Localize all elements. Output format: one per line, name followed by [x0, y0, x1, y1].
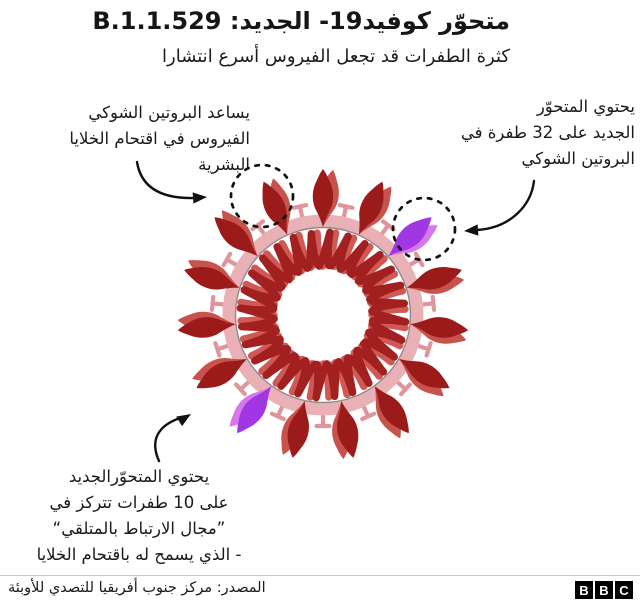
bbc-logo-block: C — [615, 581, 633, 599]
page-title: متحوّر كوفيد19- الجديد: B.1.1.529 — [92, 7, 510, 35]
spike-protein — [177, 311, 236, 338]
spike-protein — [406, 267, 465, 294]
bbc-logo-block: B — [595, 581, 613, 599]
bbc-logo-block: B — [575, 581, 593, 599]
spike-protein — [312, 169, 339, 227]
annotation-line: الفيروس في اقتحام الخلايا — [69, 129, 250, 148]
annotation-receptor-binding-mutations: يحتوي المتحوّرالجديد على 10 طفرات تتركز … — [8, 464, 270, 568]
spike-protein — [192, 358, 247, 389]
spike-protein — [358, 181, 392, 235]
annotation-line: الجديد على 32 طفرة في — [460, 123, 635, 142]
annotation-line: البروتين الشوكي — [521, 149, 635, 168]
source-credit: المصدر: مركز جنوب أفريقيا للتصدي للأوبئة — [8, 580, 266, 596]
annotation-line: يحتوي المتحوّرالجديد — [68, 467, 210, 486]
spike-protein — [262, 178, 291, 235]
spike-protein — [399, 359, 450, 397]
spike-protein — [184, 260, 240, 290]
spike-protein — [214, 210, 258, 257]
footer-divider — [0, 575, 640, 576]
bbc-logo: B B C — [575, 581, 633, 599]
annotation-line: - الذي يسمح له باقتحام الخلايا — [36, 545, 242, 564]
annotation-spike-mutations: يحتوي المتحوّر الجديد على 32 طفرة في الب… — [435, 94, 635, 172]
annotation-line: ”مجال الارتباط بالمتلقي“ — [52, 519, 226, 538]
annotation-spike-protein: يساعد البروتين الشوكي الفيروس في اقتحام … — [0, 100, 250, 178]
page-subtitle: كثرة الطفرات قد تجعل الفيروس أسرع انتشار… — [162, 46, 510, 67]
spike-protein — [281, 401, 309, 458]
annotation-line: البشرية — [198, 155, 250, 174]
annotation-line: يحتوي المتحوّر — [536, 97, 635, 116]
mutant-spike-protein — [229, 386, 272, 434]
rna-coil — [236, 228, 410, 402]
spike-protein — [410, 317, 469, 344]
highlight-circle-spike — [229, 163, 295, 229]
annotation-line: على 10 طفرات تتركز في — [49, 493, 229, 512]
arrow-right — [464, 179, 536, 236]
annotation-line: يساعد البروتين الشوكي — [88, 103, 250, 122]
highlight-circle-mutant-spike — [391, 196, 457, 262]
spike-protein — [374, 386, 409, 439]
arrow-left — [135, 160, 207, 204]
spike-protein — [332, 401, 359, 460]
arrow-bottom — [154, 414, 191, 463]
